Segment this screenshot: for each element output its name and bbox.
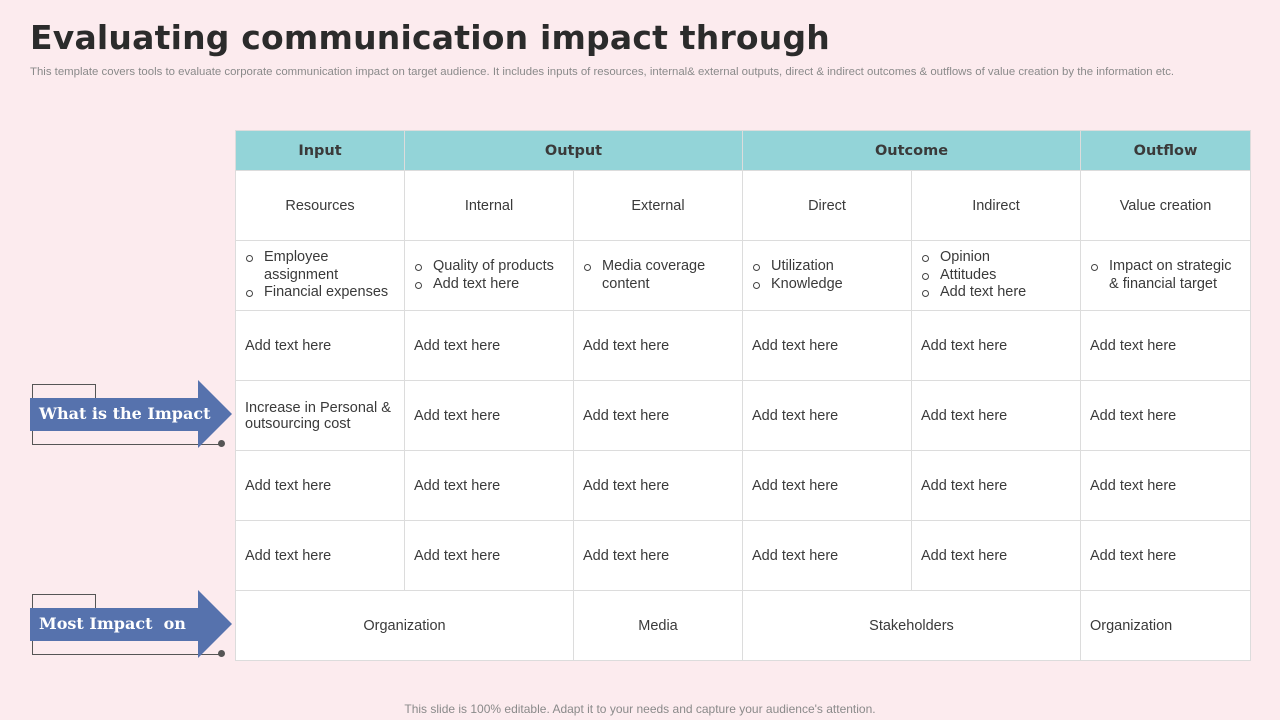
table-row: Add text here Add text here Add text her… <box>235 520 1251 591</box>
most-impact-cell[interactable]: Media <box>573 590 743 661</box>
subheader-cell[interactable]: Indirect <box>911 170 1081 241</box>
header-outcome: Outcome <box>742 130 1081 171</box>
impact-table: Input Output Outcome Outflow Resources I… <box>235 130 1251 661</box>
bullet-cell[interactable]: Media coverage content <box>573 240 743 311</box>
bullet-item: Quality of products <box>414 258 564 276</box>
table-cell[interactable]: Add text here <box>404 310 574 381</box>
impact-arrow-label: What is the Impact <box>39 404 211 423</box>
table-cell[interactable]: Add text here <box>573 450 743 521</box>
bullet-list: Opinion Attitudes Add text here <box>921 249 1071 302</box>
bullet-item: Add text here <box>414 276 564 294</box>
subheader-cell[interactable]: Resources <box>235 170 405 241</box>
table-cell[interactable]: Add text here <box>235 310 405 381</box>
bullet-item: Employee assignment <box>245 249 395 284</box>
table-row: Increase in Personal & outsourcing cost … <box>235 380 1251 451</box>
bullet-cell[interactable]: Impact on strategic & financial target <box>1080 240 1251 311</box>
circle-bullet-icon <box>922 272 929 280</box>
subheader-cell[interactable]: External <box>573 170 743 241</box>
arrow-shape <box>30 380 232 448</box>
circle-bullet-icon <box>415 281 422 289</box>
arrow-connector-dot <box>218 440 225 447</box>
most-impact-cell[interactable]: Stakeholders <box>742 590 1081 661</box>
header-row: Input Output Outcome Outflow <box>235 130 1251 171</box>
arrow-shape <box>30 590 232 658</box>
table-cell[interactable]: Add text here <box>1080 310 1251 381</box>
bullet-item: Financial expenses <box>245 284 395 302</box>
table-cell[interactable]: Add text here <box>911 520 1081 591</box>
table-cell[interactable]: Add text here <box>404 520 574 591</box>
header-input: Input <box>235 130 405 171</box>
bullet-item: Knowledge <box>752 276 902 294</box>
table-cell[interactable]: Add text here <box>1080 520 1251 591</box>
table-cell[interactable]: Add text here <box>1080 380 1251 451</box>
table-cell[interactable]: Add text here <box>742 520 912 591</box>
table-cell[interactable]: Add text here <box>911 310 1081 381</box>
table-cell[interactable]: Add text here <box>573 380 743 451</box>
page-subtitle: This template covers tools to evaluate c… <box>30 66 1175 78</box>
table-cell[interactable]: Increase in Personal & outsourcing cost <box>235 380 405 451</box>
bullet-cell[interactable]: Opinion Attitudes Add text here <box>911 240 1081 311</box>
bullet-list: Employee assignment Financial expenses <box>245 249 395 302</box>
table-cell[interactable]: Add text here <box>573 520 743 591</box>
circle-bullet-icon <box>246 255 253 263</box>
table-cell[interactable]: Add text here <box>1080 450 1251 521</box>
bullet-cell[interactable]: Employee assignment Financial expenses <box>235 240 405 311</box>
table-cell[interactable]: Add text here <box>404 380 574 451</box>
table-cell[interactable]: Add text here <box>235 520 405 591</box>
bullet-cell[interactable]: Quality of products Add text here <box>404 240 574 311</box>
table-cell[interactable]: Add text here <box>573 310 743 381</box>
footer-note: This slide is 100% editable. Adapt it to… <box>404 702 876 716</box>
bullet-item: Opinion <box>921 249 1071 267</box>
circle-bullet-icon <box>584 264 591 271</box>
arrow-outline-bottom <box>32 426 223 445</box>
impact-arrow: What is the Impact <box>30 380 236 450</box>
arrow-outline-top <box>32 384 96 399</box>
most-impact-row: Organization Media Stakeholders Organiza… <box>235 590 1251 661</box>
bullet-item: Add text here <box>921 284 1071 302</box>
table-cell[interactable]: Add text here <box>235 450 405 521</box>
table-cell[interactable]: Add text here <box>742 450 912 521</box>
subheader-cell[interactable]: Value creation <box>1080 170 1251 241</box>
table-row: Add text here Add text here Add text her… <box>235 310 1251 381</box>
circle-bullet-icon <box>922 255 929 263</box>
bullet-list: Utilization Knowledge <box>752 258 902 293</box>
subheader-cell[interactable]: Direct <box>742 170 912 241</box>
page-title: Evaluating communication impact through <box>30 18 830 57</box>
bullet-item: Media coverage content <box>583 258 733 293</box>
subheader-row: Resources Internal External Direct Indir… <box>235 170 1251 241</box>
bullet-list: Impact on strategic & financial target <box>1090 258 1241 293</box>
table-row: Add text here Add text here Add text her… <box>235 450 1251 521</box>
circle-bullet-icon <box>246 290 253 298</box>
arrow-outline-top <box>32 594 96 609</box>
bullet-cell[interactable]: Utilization Knowledge <box>742 240 912 311</box>
header-outflow: Outflow <box>1080 130 1251 171</box>
table-cell[interactable]: Add text here <box>404 450 574 521</box>
bullet-item: Attitudes <box>921 267 1071 285</box>
arrow-outline-bottom <box>32 636 223 655</box>
bullet-list: Quality of products Add text here <box>414 258 564 293</box>
table-cell[interactable]: Add text here <box>742 310 912 381</box>
circle-bullet-icon <box>415 264 422 271</box>
bullet-item: Impact on strategic & financial target <box>1090 258 1241 293</box>
most-impact-arrow: Most Impact on <box>30 590 236 660</box>
most-impact-cell[interactable]: Organization <box>1080 590 1251 661</box>
bullet-list: Media coverage content <box>583 258 733 293</box>
circle-bullet-icon <box>1091 264 1098 271</box>
table-cell[interactable]: Add text here <box>911 380 1081 451</box>
most-impact-cell[interactable]: Organization <box>235 590 574 661</box>
header-output: Output <box>404 130 743 171</box>
bullet-item: Utilization <box>752 258 902 276</box>
table-cell[interactable]: Add text here <box>911 450 1081 521</box>
circle-bullet-icon <box>753 264 760 271</box>
subheader-cell[interactable]: Internal <box>404 170 574 241</box>
arrow-connector-dot <box>218 650 225 657</box>
circle-bullet-icon <box>753 281 760 289</box>
table-cell[interactable]: Add text here <box>742 380 912 451</box>
circle-bullet-icon <box>922 290 929 298</box>
most-impact-arrow-label: Most Impact on <box>39 614 186 633</box>
bullet-row: Employee assignment Financial expenses Q… <box>235 240 1251 311</box>
